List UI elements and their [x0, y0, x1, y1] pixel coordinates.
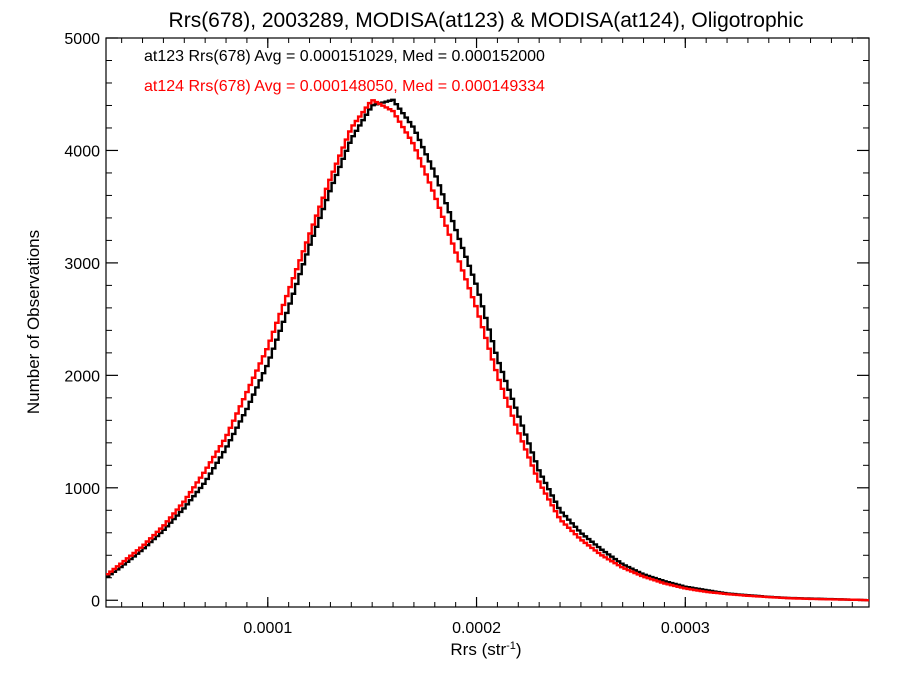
y-axis-label: Number of Observations [24, 230, 43, 414]
x-tick-label: 0.0002 [452, 620, 501, 637]
y-tick-label: 1000 [64, 481, 100, 498]
plot-frame [105, 37, 870, 608]
y-tick-label: 5000 [64, 31, 100, 48]
annotation-at124: at124 Rrs(678) Avg = 0.000148050, Med = … [144, 78, 545, 95]
x-axis-label-superscript: -1 [506, 640, 516, 652]
y-tick-label: 0 [91, 593, 100, 610]
y-axis-ticks: 0 1000 2000 3000 4000 5000 [64, 31, 869, 610]
x-axis-label-close: ) [516, 640, 522, 659]
series-layer [106, 98, 869, 602]
annotation-at123: at123 Rrs(678) Avg = 0.000151029, Med = … [144, 48, 545, 65]
x-tick-label: 0.0001 [243, 620, 292, 637]
x-axis-label: Rrs (str-1) [450, 640, 521, 659]
x-tick-label: 0.0003 [661, 620, 710, 637]
y-tick-label: 4000 [64, 143, 100, 160]
y-tick-label: 3000 [64, 256, 100, 273]
y-tick-label: 2000 [64, 368, 100, 385]
histogram-series-at123 [106, 98, 869, 602]
histogram-series-at124 [106, 99, 869, 602]
x-axis-ticks: 0.0001 0.0002 0.0003 [121, 38, 853, 637]
chart-title: Rrs(678), 2003289, MODISA(at123) & MODIS… [169, 9, 804, 32]
x-axis-label-main: Rrs (str [450, 640, 506, 659]
